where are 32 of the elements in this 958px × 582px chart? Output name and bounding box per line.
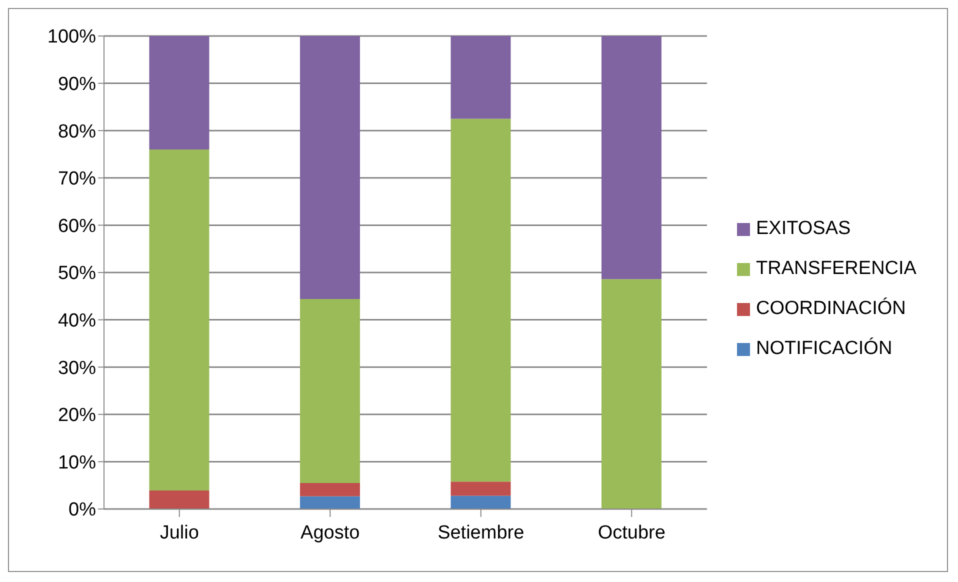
y-tick-label: 60% — [58, 216, 96, 237]
y-tick-label: 20% — [58, 405, 96, 426]
x-tick-label: Agosto — [300, 522, 360, 544]
legend-label: COORDINACIÓN — [756, 298, 906, 320]
bar — [450, 118, 511, 482]
y-tick-label: 10% — [58, 452, 96, 474]
y-tick-label: 40% — [58, 310, 96, 332]
bar — [300, 298, 360, 483]
y-tick-label: 80% — [58, 121, 96, 142]
bar — [300, 496, 360, 509]
y-tick-label: 100% — [47, 26, 96, 48]
bar — [601, 36, 662, 280]
bar — [601, 279, 662, 509]
bar — [300, 482, 360, 496]
y-tick-label: 30% — [58, 358, 96, 379]
x-tick-label: Julio — [160, 522, 199, 544]
y-tick-label: 50% — [58, 263, 96, 284]
y-tick-label: 90% — [58, 74, 96, 96]
bar — [149, 490, 210, 509]
bar — [149, 36, 210, 150]
x-tick-label: Setiembre — [438, 522, 524, 544]
legend-label: EXITOSAS — [756, 218, 851, 240]
y-tick-label: 70% — [58, 168, 96, 190]
x-tick-label: Octubre — [598, 522, 666, 544]
legend-label: NOTIFICACIÓN — [756, 338, 892, 360]
bar — [450, 482, 511, 496]
bar — [300, 36, 360, 299]
bar — [450, 36, 511, 119]
legend-label: TRANSFERENCIA — [756, 258, 916, 280]
y-tick-label: 0% — [68, 500, 96, 521]
bar — [149, 150, 210, 491]
bar — [450, 496, 511, 509]
